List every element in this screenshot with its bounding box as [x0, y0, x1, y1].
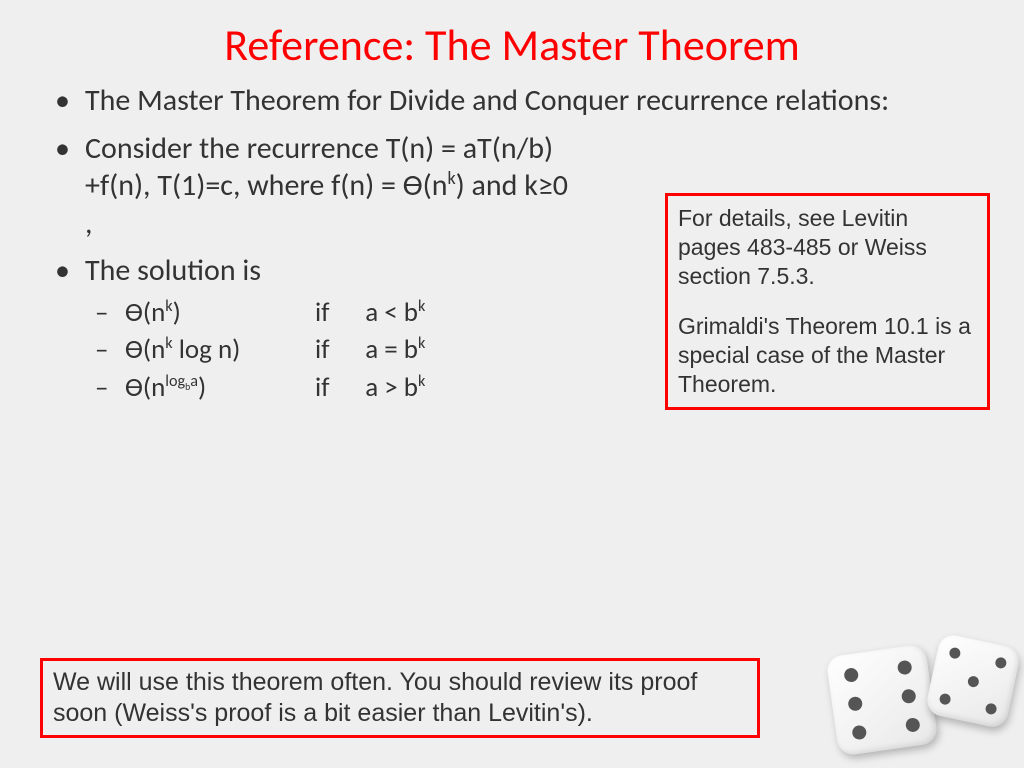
c1-if: if	[315, 294, 353, 332]
c3-rhs-pre: a > b	[365, 371, 418, 404]
dice-icon	[814, 610, 1014, 750]
c1-rhs-sup: k	[418, 297, 425, 316]
case-1-lhs: Ө(nk)	[125, 294, 315, 332]
c1-rhs: a < bk	[365, 296, 425, 329]
c1-sup: k	[165, 297, 172, 316]
c2-rhs: a = bk	[365, 333, 425, 366]
slide-title: Reference: The Master Theorem	[0, 0, 1024, 82]
callout-references: For details, see Levitin pages 483-485 o…	[665, 193, 990, 410]
c3-rhs: a > bk	[365, 371, 425, 404]
c1-rhs-pre: a < b	[365, 296, 418, 329]
c3-exp-pre: log	[165, 372, 185, 391]
recurrence-sup-k: k	[447, 167, 455, 189]
c3-rhs-sup: k	[418, 372, 425, 391]
case-2-lhs: Ө(nk log n)	[125, 331, 315, 369]
c2-rhs-sup: k	[418, 334, 425, 353]
c2-rhs-pre: a = b	[365, 333, 418, 366]
case-3-lhs: Ө(nlogba)	[125, 369, 315, 407]
bullet-recurrence: Consider the recurrence T(n) = aT(n/b) +…	[55, 130, 575, 243]
c1-post: )	[173, 296, 181, 329]
c3-exp-post: a	[190, 372, 198, 391]
solution-label: The solution is	[85, 252, 261, 289]
c2-pre: Ө(n	[125, 333, 165, 366]
bullet-intro: The Master Theorem for Divide and Conque…	[55, 82, 984, 120]
c2-mid: log n)	[173, 333, 241, 366]
c3-exp: logba	[165, 372, 198, 391]
die-front	[826, 644, 939, 757]
callout-ref-p1: For details, see Levitin pages 483-485 o…	[678, 204, 977, 290]
c3-post: )	[198, 371, 206, 404]
c3-if: if	[315, 369, 353, 407]
callout-note: We will use this theorem often. You shou…	[40, 658, 760, 739]
die-back	[924, 632, 1021, 729]
c2-if: if	[315, 331, 353, 369]
c3-pre: Ө(n	[125, 371, 165, 404]
c1-pre: Ө(n	[125, 296, 165, 329]
callout-ref-p2: Grimaldi's Theorem 10.1 is a special cas…	[678, 312, 977, 398]
c2-sup: k	[165, 334, 172, 353]
